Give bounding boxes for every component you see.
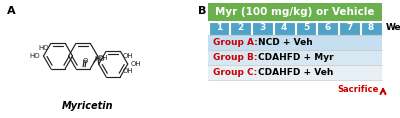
Text: 4: 4 <box>281 23 287 32</box>
Text: B: B <box>198 6 206 16</box>
Bar <box>208 50 382 65</box>
Text: OH: OH <box>98 55 109 61</box>
Bar <box>361 21 382 34</box>
Text: Myr (100 mg/kg) or Vehicle: Myr (100 mg/kg) or Vehicle <box>215 7 375 17</box>
Bar <box>339 21 360 34</box>
Bar <box>274 21 294 34</box>
Text: OH: OH <box>122 68 133 74</box>
Text: OH: OH <box>122 53 133 59</box>
Text: Myricetin: Myricetin <box>62 101 114 111</box>
Bar <box>296 21 316 34</box>
Text: Group A:: Group A: <box>213 38 258 47</box>
Text: Group B:: Group B: <box>213 53 258 62</box>
Text: HO: HO <box>30 53 40 59</box>
Text: 7: 7 <box>346 23 352 32</box>
Text: O: O <box>82 58 88 64</box>
Text: 2: 2 <box>238 23 244 32</box>
Text: NCD + Veh: NCD + Veh <box>258 38 313 47</box>
Text: 6: 6 <box>324 23 331 32</box>
Text: HO: HO <box>94 56 105 62</box>
Bar <box>230 21 251 34</box>
Text: CDAHFD + Veh: CDAHFD + Veh <box>258 68 333 77</box>
Text: 5: 5 <box>303 23 309 32</box>
Text: 3: 3 <box>259 23 266 32</box>
Text: A: A <box>7 6 16 16</box>
Bar <box>252 21 273 34</box>
Text: CDAHFD + Myr: CDAHFD + Myr <box>258 53 334 62</box>
Bar <box>317 21 338 34</box>
Text: Group C:: Group C: <box>213 68 257 77</box>
Text: 8: 8 <box>368 23 374 32</box>
Bar <box>208 65 382 80</box>
Bar <box>208 21 229 34</box>
Text: OH: OH <box>131 61 141 67</box>
Bar <box>208 21 382 35</box>
Text: Sacrifice: Sacrifice <box>338 84 379 93</box>
Bar <box>208 3 382 21</box>
Bar <box>208 35 382 50</box>
Text: HO: HO <box>38 45 49 51</box>
Text: Weeks: Weeks <box>386 23 400 32</box>
Text: 1: 1 <box>216 23 222 32</box>
